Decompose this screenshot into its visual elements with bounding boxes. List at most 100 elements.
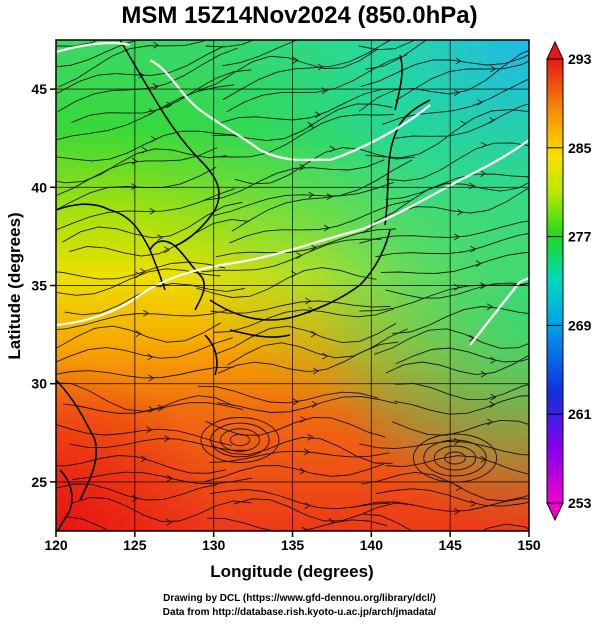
streamline [71,471,253,485]
chart-title: MSM 15Z14Nov2024 (850.0hPa) [121,2,478,29]
streamline-arrow [488,116,496,124]
streamline [229,200,410,244]
streamline [198,385,379,404]
streamline-arrow [163,246,171,254]
streamline-arrow [480,170,487,177]
streamline [359,498,529,512]
streamline [359,40,416,51]
streamline [358,49,529,112]
streamline [56,166,217,211]
streamline [213,114,395,158]
streamline-arrow [310,244,317,251]
streamline [205,40,256,48]
streamline [64,515,111,531]
streamline-arrow [142,309,150,317]
streamline-arrow [131,183,138,190]
colorbar-bottom-arrow [546,502,564,522]
streamline-arrow [140,455,147,463]
streamline [381,78,529,126]
streamline-arrow [470,245,477,253]
streamline-arrow [139,268,147,275]
streamline-arrow [454,438,461,445]
x-tick-label: 130 [202,537,226,553]
streamline-arrow [486,303,494,311]
streamline [56,84,235,141]
streamline-arrow [321,87,328,94]
streamline-arrow [310,330,317,338]
vortex-streamline [210,422,270,458]
streamline-arrow [148,374,155,382]
streamline [215,228,396,258]
streamline [56,455,227,474]
streamline [56,147,218,197]
streamline [374,328,529,355]
streamline-arrow [166,475,173,482]
streamline [219,88,401,124]
streamline-arrow [317,30,322,36]
streamline [56,337,233,363]
streamline-arrow [314,111,321,119]
streamline [375,233,529,258]
streamline [394,395,529,415]
streamline [58,40,207,88]
credits: Drawing by DCL (https://www.gfd-dennou.o… [0,592,599,620]
streamline [218,341,399,374]
streamline [359,220,529,244]
streamline [197,48,379,91]
temperature-field [56,9,529,531]
streamline-arrow [475,260,482,267]
vortex-streamline [229,433,251,447]
streamline [56,40,99,47]
y-tick-label: 45 [31,81,47,97]
streamline [222,40,392,101]
streamline-arrow [292,56,299,64]
streamline-arrow [149,207,156,215]
streamline-arrow [157,234,164,241]
streamline-arrow [480,370,487,378]
streamline-arrow [460,120,467,128]
streamline [226,54,408,112]
streamline-arrow [301,526,308,531]
streamline-arrow [299,467,306,475]
streamline-arrow [456,208,464,216]
streamline-arrow [296,252,303,259]
streamline-arrow [453,89,461,97]
colorbar-top-arrow [546,40,564,60]
streamline-arrow [326,193,333,200]
streamline-arrow [490,65,497,73]
colorbar-label: 261 [568,406,592,422]
streamline-arrow [480,141,487,149]
streamline-arrow [141,146,148,154]
streamline-arrow [135,330,142,338]
streamline-arrow [455,57,462,65]
streamline-arrow [131,157,138,165]
streamline-arrow [460,19,465,25]
streamline [365,109,529,159]
streamline [56,188,235,231]
y-axis: 25 30 35 40 45 [31,81,56,490]
streamline [380,252,529,274]
streamline-arrow [454,9,459,15]
streamline-arrow [489,401,496,408]
y-axis-label: Latitude (degrees) [5,212,24,359]
streamline-arrow [308,191,315,199]
streamline [395,60,529,101]
colorbar-label: 269 [568,317,592,333]
streamline [215,322,397,355]
streamline [231,159,413,232]
streamline-arrow [163,435,171,442]
streamline-arrow [487,418,494,426]
vortex-streamline [220,428,260,452]
x-axis-label: Longitude (degrees) [210,562,373,581]
streamline-arrow [312,367,320,375]
streamline-arrow [307,433,314,441]
y-tick-label: 35 [31,278,47,294]
x-tick-label: 135 [281,537,305,553]
streamline [394,103,529,139]
streamline-arrow [317,63,324,71]
streamline-arrow [157,404,164,412]
streamline [210,300,391,314]
streamline [69,218,250,257]
isotherms [56,41,529,346]
streamline [365,40,428,70]
